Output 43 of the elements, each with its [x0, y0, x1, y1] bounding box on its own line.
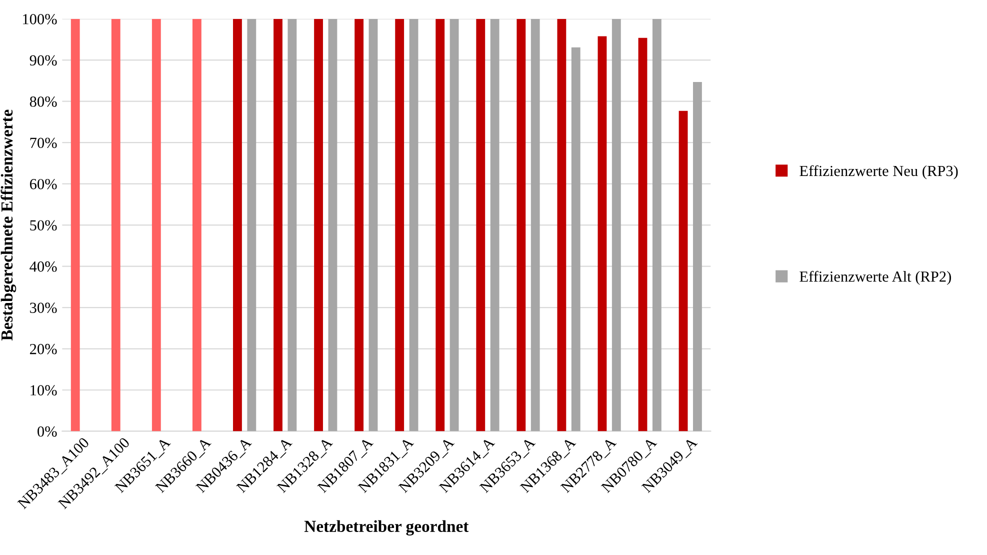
bar	[368, 18, 378, 432]
bar	[409, 18, 418, 432]
legend-label: Effizienzwerte Neu (RP3)	[800, 165, 958, 180]
bar	[328, 18, 338, 432]
bar	[450, 18, 459, 432]
bar	[354, 18, 364, 432]
bar	[557, 18, 566, 432]
bar	[652, 18, 662, 432]
y-tick-label: 50%	[30, 220, 57, 231]
bar	[70, 18, 80, 432]
y-tick-label: 80%	[30, 96, 57, 107]
bar	[247, 18, 256, 432]
y-tick-label: 100%	[23, 14, 57, 24]
y-tick-label: 90%	[30, 55, 57, 66]
y-tick-label: 60%	[30, 178, 57, 190]
y-tick-label: 30%	[30, 302, 57, 314]
bar	[516, 18, 526, 432]
bar	[233, 18, 242, 432]
bar	[638, 38, 648, 432]
bar	[490, 18, 500, 432]
bar	[274, 18, 282, 432]
bar	[678, 110, 688, 432]
bar	[530, 18, 540, 432]
y-tick-label: 20%	[30, 344, 57, 354]
bar	[314, 18, 323, 432]
bar	[476, 18, 486, 432]
bar	[612, 18, 621, 432]
bar	[395, 18, 404, 432]
y-tick-label: 0%	[38, 426, 57, 437]
bar	[152, 18, 161, 432]
y-tick-label: 40%	[30, 261, 57, 272]
legend-label: Effizienzwerte Alt (RP2)	[800, 270, 951, 285]
y-tick-label: 10%	[30, 385, 57, 396]
y-tick-label: 70%	[30, 138, 57, 148]
bar	[288, 18, 297, 432]
bar	[693, 82, 702, 432]
bar	[111, 18, 120, 432]
bar	[598, 36, 607, 432]
bar	[571, 47, 580, 432]
bar	[436, 18, 445, 432]
x-axis-title: Netzbetreiber geordnet	[304, 520, 469, 536]
bar	[192, 18, 202, 432]
y-axis-title: Bestabgerechnete Effizienzwerte	[0, 110, 16, 341]
